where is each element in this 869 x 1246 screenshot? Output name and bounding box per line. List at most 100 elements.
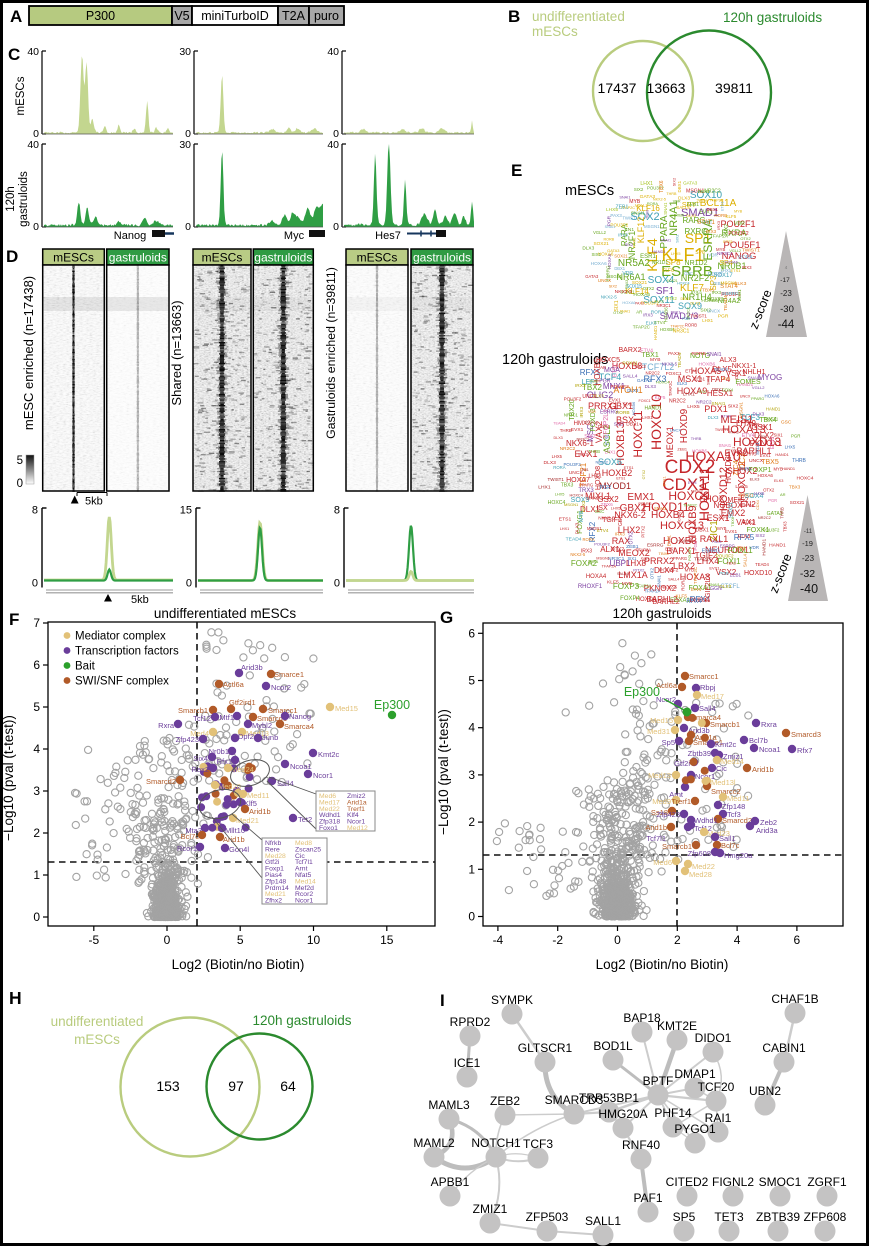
- svg-text:-32: -32: [800, 568, 815, 580]
- svg-text:EVX1: EVX1: [666, 534, 671, 546]
- svg-text:NR2F2: NR2F2: [681, 273, 710, 283]
- svg-text:NR1D2: NR1D2: [685, 260, 708, 267]
- svg-text:Med24: Med24: [231, 765, 254, 774]
- svg-text:TWIST1: TWIST1: [715, 428, 729, 432]
- svg-text:DBX1: DBX1: [671, 311, 681, 315]
- svg-text:NR1H4: NR1H4: [682, 292, 712, 302]
- svg-text:ELK3: ELK3: [750, 476, 761, 481]
- svg-text:Foxo1: Foxo1: [319, 825, 338, 832]
- svg-text:Med4: Med4: [190, 729, 209, 738]
- svg-text:120h gastruloids: 120h gastruloids: [502, 352, 608, 368]
- svg-text:Mybl2: Mybl2: [252, 721, 272, 730]
- svg-text:15: 15: [180, 505, 192, 517]
- svg-text:-23: -23: [780, 289, 792, 298]
- svg-text:ETS1: ETS1: [770, 436, 776, 449]
- svg-text:Smarcd2: Smarcd2: [146, 777, 176, 786]
- svg-text:V5: V5: [174, 9, 189, 23]
- svg-text:6: 6: [468, 626, 475, 640]
- svg-text:GSC: GSC: [618, 515, 624, 526]
- svg-text:FOXI1: FOXI1: [717, 557, 741, 566]
- svg-text:HOXC4: HOXC4: [797, 476, 814, 482]
- svg-text:RORB: RORB: [685, 323, 697, 328]
- svg-text:GBX1: GBX1: [609, 401, 633, 411]
- svg-text:HOXA3: HOXA3: [680, 572, 711, 582]
- svg-text:ELK3: ELK3: [774, 478, 783, 483]
- svg-text:VSX1: VSX1: [726, 369, 747, 378]
- svg-text:EVX1: EVX1: [760, 453, 772, 458]
- svg-text:HOXA6: HOXA6: [598, 252, 614, 257]
- svg-text:5: 5: [17, 455, 23, 467]
- svg-text:POU3F2: POU3F2: [610, 384, 629, 389]
- svg-text:30: 30: [179, 139, 191, 151]
- svg-text:SIX2: SIX2: [755, 533, 765, 538]
- svg-text:3: 3: [33, 784, 40, 798]
- svg-text:gastruloids: gastruloids: [254, 251, 312, 265]
- svg-text:HOXC4: HOXC4: [548, 500, 566, 506]
- svg-text:SOX21: SOX21: [632, 280, 648, 286]
- svg-text:MEIS1: MEIS1: [720, 414, 753, 426]
- svg-text:Zfp318: Zfp318: [319, 819, 340, 826]
- svg-text:PKNOX1: PKNOX1: [750, 439, 783, 448]
- svg-text:5: 5: [33, 700, 40, 714]
- svg-text:TBX4: TBX4: [759, 417, 777, 424]
- svg-text:NR2C2: NR2C2: [686, 307, 690, 319]
- svg-text:PAX3: PAX3: [730, 430, 739, 434]
- svg-text:ELK3: ELK3: [734, 281, 746, 287]
- svg-text:SOX4: SOX4: [648, 275, 675, 286]
- svg-text:DLX3: DLX3: [582, 246, 594, 252]
- svg-text:Mllt10: Mllt10: [225, 826, 245, 835]
- svg-text:ETS1: ETS1: [665, 546, 676, 551]
- svg-text:Zbtb39: Zbtb39: [688, 749, 711, 758]
- svg-text:POU1F1: POU1F1: [721, 292, 741, 298]
- svg-text:LHX5: LHX5: [606, 207, 618, 213]
- svg-text:DBX1: DBX1: [696, 527, 710, 533]
- svg-text:RORB: RORB: [691, 351, 706, 357]
- svg-text:ELK3: ELK3: [646, 321, 657, 326]
- svg-text:0: 0: [333, 128, 339, 140]
- svg-text:PRRX1: PRRX1: [588, 401, 618, 411]
- svg-text:TBX6: TBX6: [659, 180, 665, 193]
- svg-text:SIX2: SIX2: [675, 234, 679, 242]
- svg-text:SNAI1: SNAI1: [631, 210, 646, 216]
- svg-text:SIX2: SIX2: [728, 404, 739, 410]
- svg-text:NR2C2: NR2C2: [645, 370, 660, 375]
- svg-text:PGR: PGR: [590, 379, 598, 383]
- svg-text:6: 6: [33, 658, 40, 672]
- svg-text:GSC: GSC: [781, 419, 792, 425]
- svg-text:EN1: EN1: [625, 227, 635, 233]
- svg-text:LHX5: LHX5: [671, 252, 681, 256]
- svg-text:RORA: RORA: [738, 255, 753, 261]
- svg-text:MYB: MYB: [773, 466, 782, 471]
- svg-text:NR6A1: NR6A1: [616, 272, 645, 282]
- svg-text:TFAP2C: TFAP2C: [694, 556, 713, 562]
- svg-text:PPARG: PPARG: [673, 556, 687, 561]
- svg-text:Tet2: Tet2: [298, 815, 312, 824]
- svg-text:HAND1: HAND1: [653, 325, 658, 340]
- svg-text:SOX21: SOX21: [622, 360, 638, 366]
- svg-text:ETS1: ETS1: [624, 465, 635, 470]
- svg-text:TBX3: TBX3: [561, 483, 574, 489]
- svg-text:D: D: [6, 247, 18, 266]
- svg-text:LHX1: LHX1: [640, 181, 653, 187]
- svg-text:RARA: RARA: [620, 223, 629, 246]
- svg-text:POU2F1: POU2F1: [720, 219, 755, 229]
- svg-text:VGLL2: VGLL2: [593, 230, 607, 235]
- svg-text:-19: -19: [802, 539, 813, 548]
- svg-text:-23: -23: [802, 553, 815, 563]
- svg-text:SP3: SP3: [709, 275, 718, 291]
- svg-text:RARG: RARG: [682, 216, 705, 225]
- svg-text:NR2C2: NR2C2: [704, 189, 721, 195]
- svg-text:GSC: GSC: [684, 271, 693, 276]
- svg-text:SALL4: SALL4: [743, 553, 748, 567]
- svg-text:TGIF1: TGIF1: [602, 517, 622, 524]
- svg-text:LHX1: LHX1: [560, 527, 569, 531]
- svg-text:HOXB9: HOXB9: [687, 505, 699, 542]
- svg-text:TFAP2A: TFAP2A: [602, 563, 617, 568]
- svg-text:NR1D1: NR1D1: [652, 260, 669, 266]
- svg-text:NR3C1: NR3C1: [564, 413, 579, 418]
- svg-text:THRB: THRB: [588, 449, 600, 454]
- svg-text:Zfp148: Zfp148: [265, 878, 286, 885]
- svg-text:VAX2: VAX2: [594, 421, 604, 443]
- svg-text:SOX11: SOX11: [643, 295, 675, 306]
- svg-text:Med28: Med28: [265, 853, 286, 860]
